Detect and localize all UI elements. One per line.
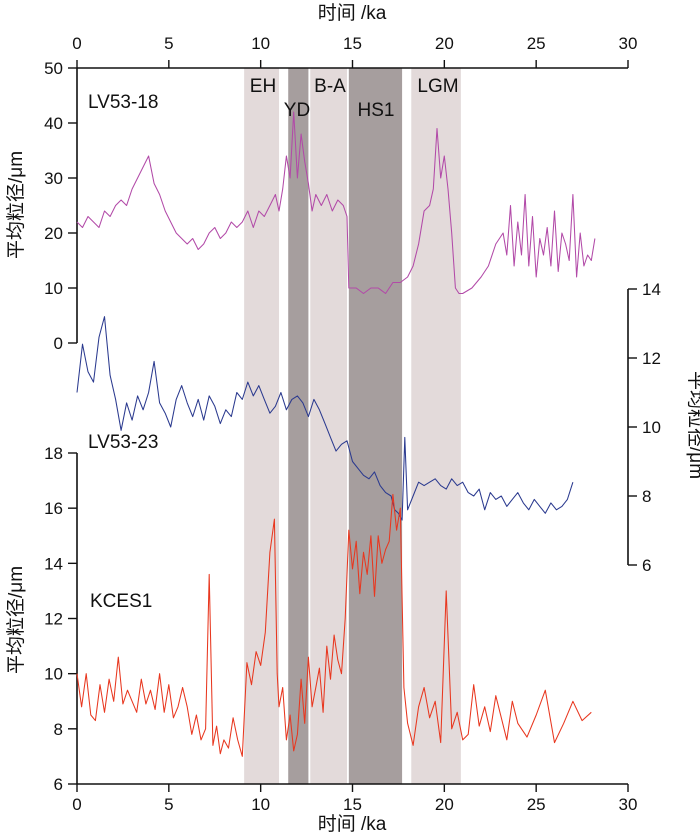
kces1-y-tick-label: 6 xyxy=(54,775,63,794)
lv53-23-y-axis-title: 平均粒径/μm xyxy=(685,371,700,479)
top-x-tick-label: 10 xyxy=(251,34,270,53)
bottom-x-tick-label: 0 xyxy=(72,795,81,814)
top-x-tick-label: 15 xyxy=(343,34,362,53)
axis-ticks: 0 0 5 5 10 10 15 15 20 20 25 25 30 30 0 10 20 30 40 50 6 8 10 1… xyxy=(44,34,661,814)
top-x-tick-label: 0 xyxy=(72,34,81,53)
lv53-23-y-tick-label: 10 xyxy=(642,418,661,437)
band-label-eh: EH xyxy=(250,76,276,97)
band-label-hs1: HS1 xyxy=(358,100,395,121)
lv53-23-y-tick-label: 12 xyxy=(642,349,661,368)
band-label-lgm: LGM xyxy=(417,76,458,97)
kces1-record-label: KCES1 xyxy=(90,591,152,612)
kces1-y-tick-label: 10 xyxy=(44,665,63,684)
lv53-18-y-tick-label: 30 xyxy=(44,169,63,188)
lv53-18-record-label: LV53-18 xyxy=(88,92,158,113)
bottom-x-tick-label: 25 xyxy=(527,795,546,814)
kces1-y-tick-label: 12 xyxy=(44,610,63,629)
lv53-18-series-line xyxy=(76,111,596,295)
bottom-x-tick-label: 10 xyxy=(251,795,270,814)
lv53-23-record-label: LV53-23 xyxy=(88,432,158,453)
top-x-tick-label: 20 xyxy=(435,34,454,53)
kces1-y-tick-label: 14 xyxy=(44,554,63,573)
top-x-tick-label: 5 xyxy=(164,34,173,53)
band-label-yd: YD xyxy=(284,100,310,121)
bottom-x-tick-label: 15 xyxy=(343,795,362,814)
lv53-23-y-tick-label: 14 xyxy=(642,280,661,299)
lv53-18-y-tick-label: 10 xyxy=(44,279,63,298)
kces1-y-tick-label: 16 xyxy=(44,499,63,518)
kces1-y-tick-label: 18 xyxy=(44,444,63,463)
lv53-23-y-tick-label: 6 xyxy=(642,556,651,575)
band-lgm xyxy=(411,68,461,784)
lv53-18-y-tick-label: 50 xyxy=(44,59,63,78)
top-x-tick-label: 30 xyxy=(619,34,638,53)
lv53-18-y-tick-label: 20 xyxy=(44,224,63,243)
lv53-23-series-line xyxy=(76,316,574,521)
data-series xyxy=(76,111,596,757)
top-x-axis-title: 时间 /ka xyxy=(318,2,387,24)
lv53-18-y-axis-title: 平均粒径/μm xyxy=(5,151,27,259)
bottom-x-tick-label: 30 xyxy=(619,795,638,814)
top-x-tick-label: 25 xyxy=(527,34,546,53)
climate-event-bands xyxy=(244,68,461,784)
band-hs1 xyxy=(348,68,403,784)
kces1-series-line xyxy=(76,493,592,757)
band-yd xyxy=(288,68,309,784)
kces1-y-axis-title: 平均粒径/μm xyxy=(5,566,27,674)
band-eh xyxy=(244,68,280,784)
band-b-a xyxy=(310,68,347,784)
bottom-x-tick-label: 5 xyxy=(164,795,173,814)
lv53-18-y-tick-label: 0 xyxy=(54,334,63,353)
lv53-18-y-tick-label: 40 xyxy=(44,114,63,133)
band-label-b-a: B-A xyxy=(314,76,346,97)
lv53-23-y-tick-label: 8 xyxy=(642,487,651,506)
bottom-x-tick-label: 20 xyxy=(435,795,454,814)
kces1-y-tick-label: 8 xyxy=(54,720,63,739)
bottom-x-axis-title: 时间 /ka xyxy=(318,813,387,835)
